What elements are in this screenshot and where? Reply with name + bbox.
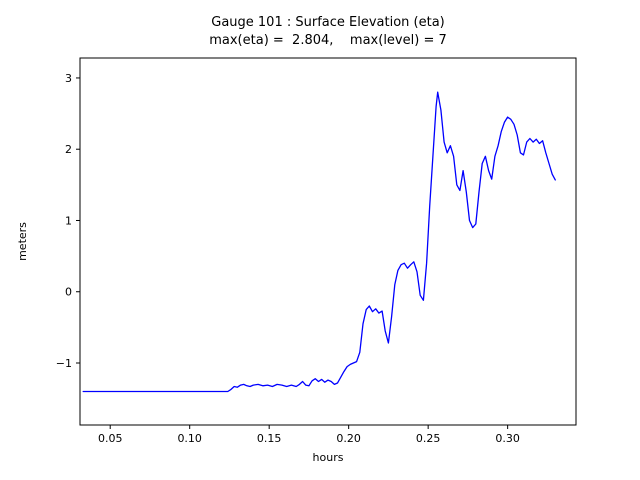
axes: 0.05 0.10 0.15 0.20 0.25 0.30 −1 0 1 2 3 hours meter…	[16, 57, 577, 464]
chart-title: Gauge 101 : Surface Elevation (eta)	[211, 15, 445, 30]
y-tick-label: 3	[65, 72, 72, 85]
y-tick-label: 2	[65, 143, 72, 156]
x-axis-label: hours	[313, 451, 344, 464]
x-tick-label: 0.30	[495, 432, 520, 445]
chart-subtitle: max(eta) = 2.804, max(level) = 7	[209, 33, 447, 48]
eta-line	[82, 91, 556, 393]
y-tick-label: −1	[56, 357, 72, 370]
x-tick-label: 0.20	[336, 432, 361, 445]
x-tick-label: 0.10	[177, 432, 202, 445]
plot-frame	[79, 57, 577, 426]
y-tick-label: 1	[65, 214, 72, 227]
x-tick-label: 0.05	[98, 432, 123, 445]
x-tick-label: 0.25	[416, 432, 441, 445]
y-axis-label: meters	[16, 222, 29, 261]
series-lines	[82, 91, 556, 393]
y-tick-label: 0	[65, 286, 72, 299]
x-tick-label: 0.15	[257, 432, 282, 445]
